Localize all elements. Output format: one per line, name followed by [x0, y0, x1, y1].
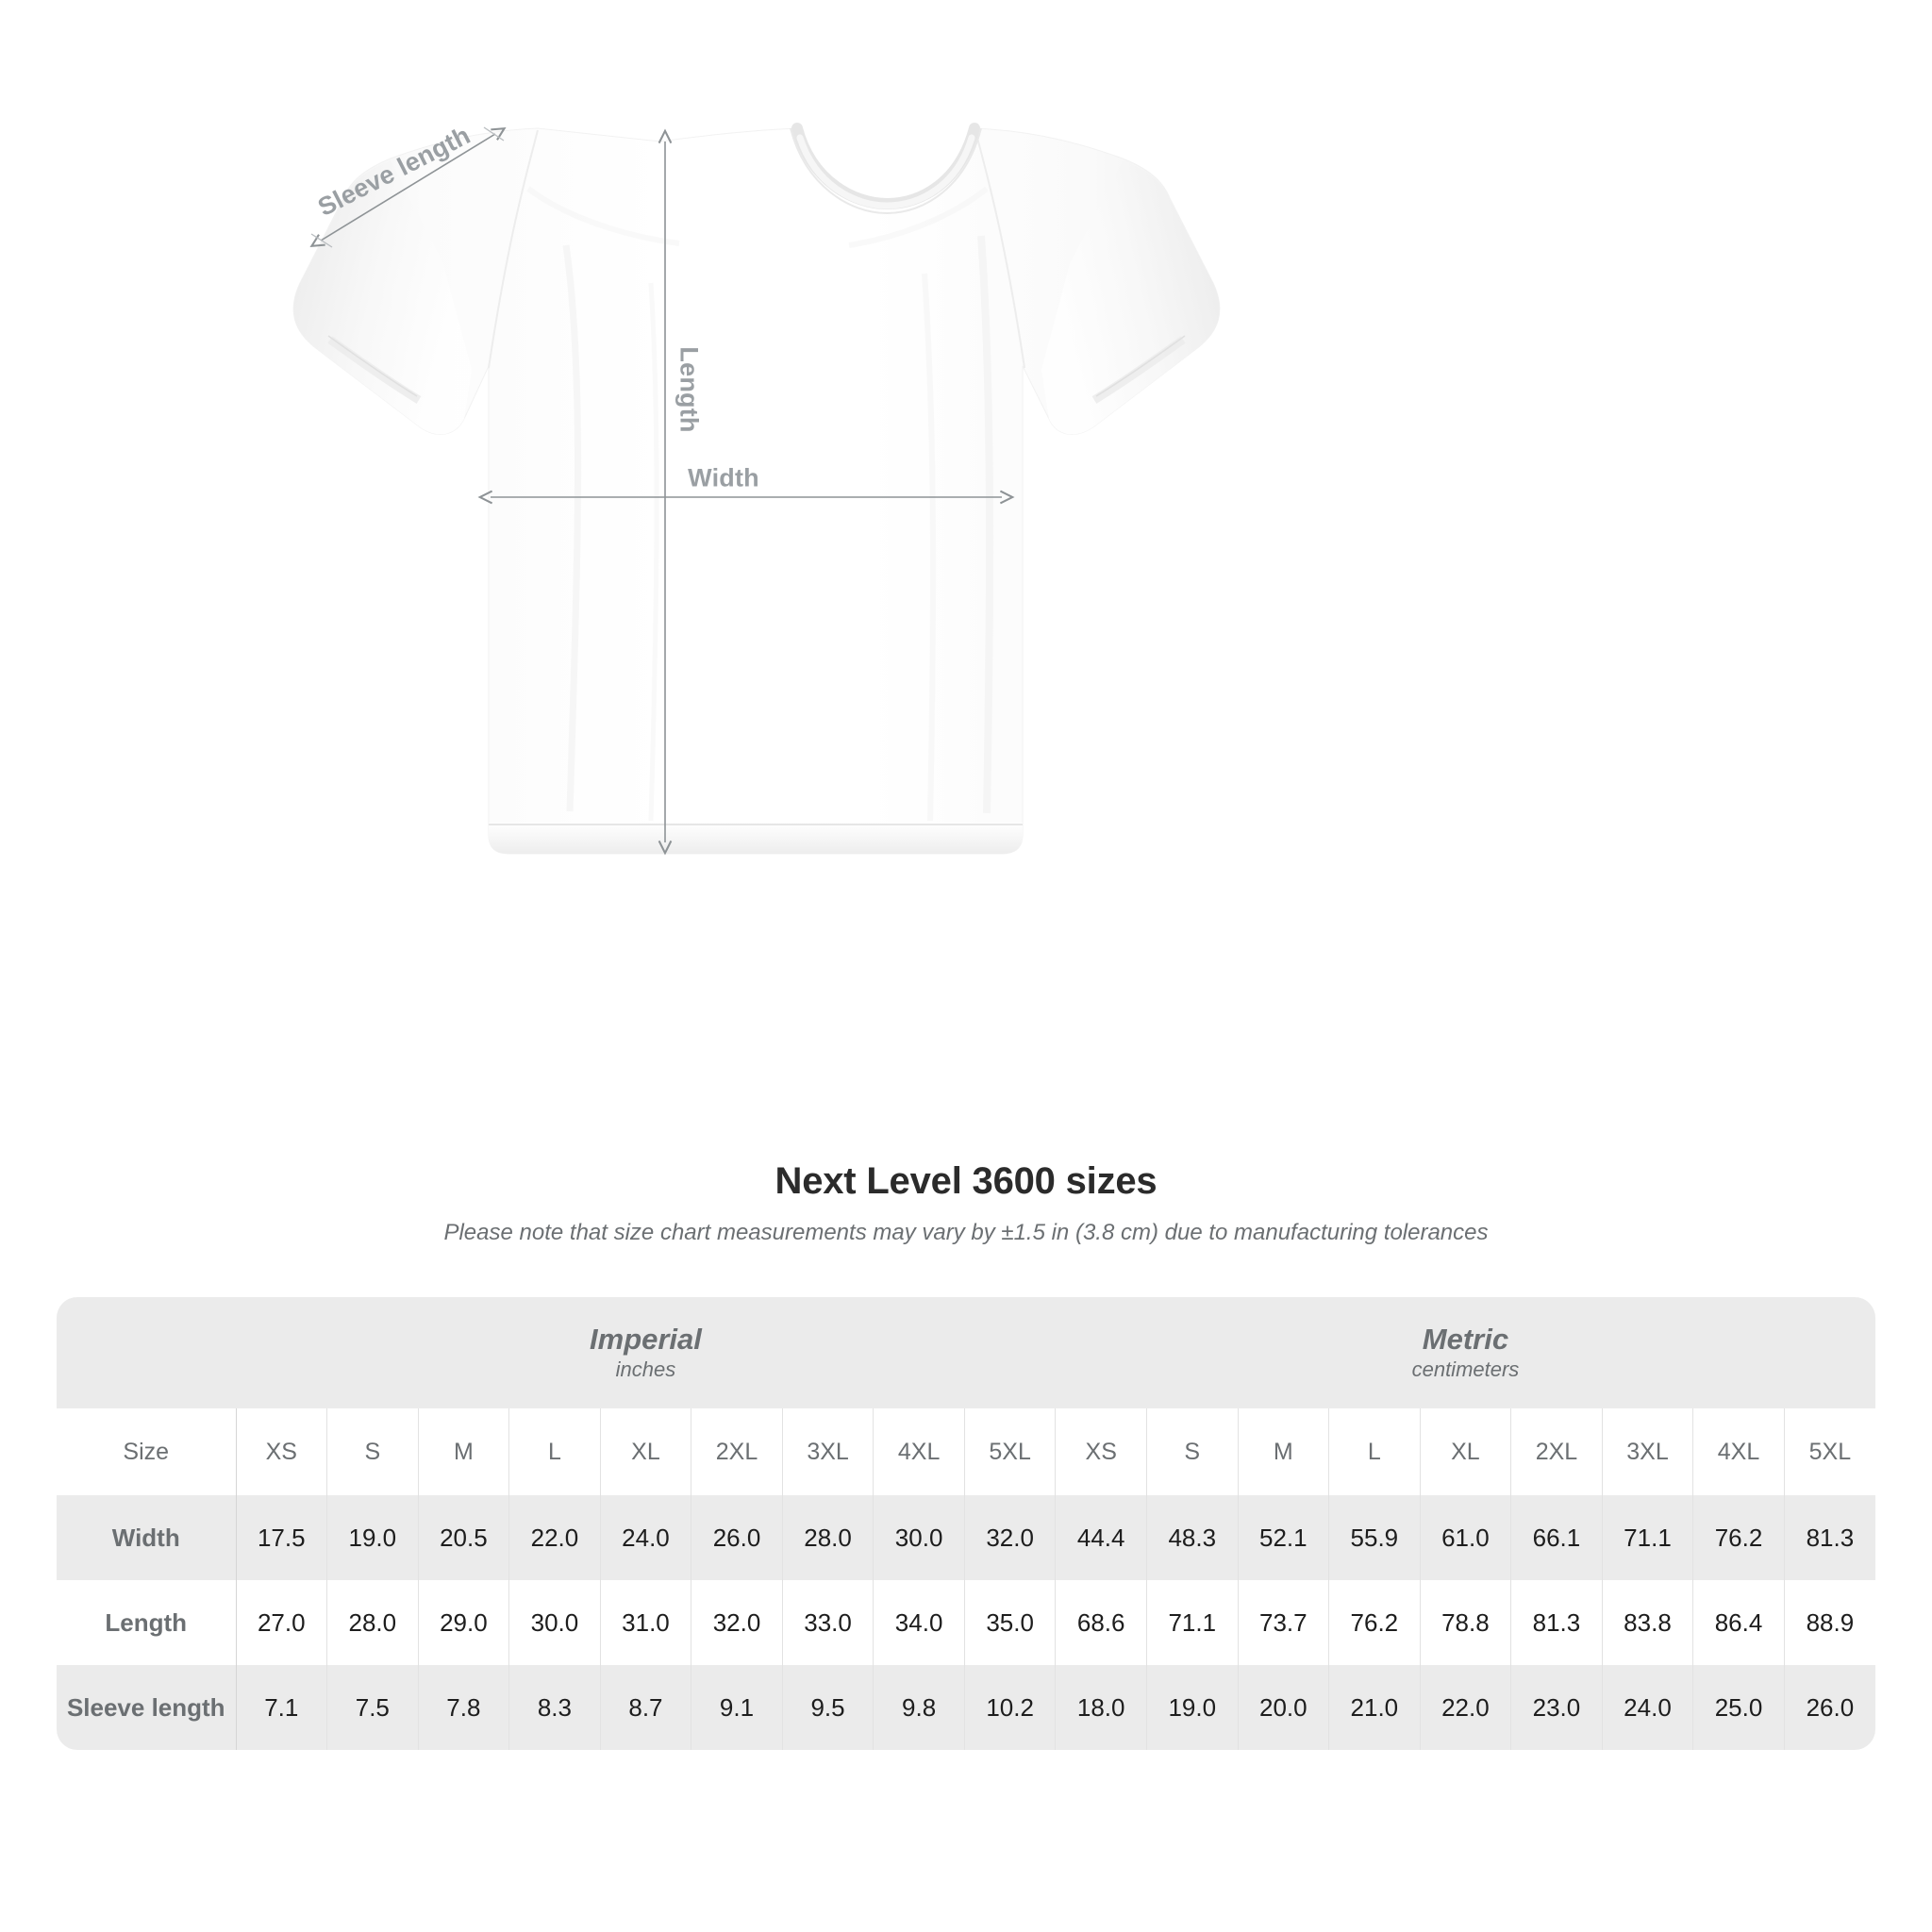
cell-width-metric-s: 48.3: [1146, 1495, 1239, 1580]
cell-width-metric-2xl: 66.1: [1510, 1495, 1603, 1580]
cell-sleeve-metric-5xl: 26.0: [1784, 1665, 1875, 1750]
cell-length-metric-l: 76.2: [1328, 1580, 1421, 1665]
measurement-guides: [309, 126, 1015, 856]
cell-length-metric-4xl: 86.4: [1692, 1580, 1785, 1665]
cell-width-metric-l: 55.9: [1328, 1495, 1421, 1580]
cell-width-imperial-s: 19.0: [326, 1495, 419, 1580]
size-header-imperial-xl: XL: [600, 1408, 692, 1495]
size-header-metric-xl: XL: [1420, 1408, 1512, 1495]
size-header-label: Size: [57, 1408, 237, 1495]
cell-width-metric-3xl: 71.1: [1602, 1495, 1694, 1580]
unit-banner-row: Imperial inches Metric centimeters: [57, 1297, 1875, 1408]
size-header-imperial-3xl: 3XL: [782, 1408, 874, 1495]
unit-group-imperial-sub: inches: [615, 1357, 676, 1381]
unit-group-metric: Metric centimeters: [1055, 1297, 1875, 1408]
cell-width-imperial-l: 22.0: [508, 1495, 601, 1580]
cell-length-imperial-4xl: 34.0: [873, 1580, 965, 1665]
cell-length-imperial-3xl: 33.0: [782, 1580, 874, 1665]
cell-width-metric-xl: 61.0: [1420, 1495, 1512, 1580]
cell-width-imperial-m: 20.5: [418, 1495, 510, 1580]
tshirt-diagram: Sleeve length Length Width: [292, 121, 1221, 856]
cell-length-metric-xl: 78.8: [1420, 1580, 1512, 1665]
unit-group-metric-name: Metric: [1422, 1322, 1509, 1356]
cell-length-metric-3xl: 83.8: [1602, 1580, 1694, 1665]
cell-width-metric-xs: 44.4: [1055, 1495, 1147, 1580]
row-label-width: Width: [57, 1495, 237, 1580]
size-chart-table-container: Imperial inches Metric centimeters Size …: [57, 1297, 1875, 1750]
cell-sleeve-metric-3xl: 24.0: [1602, 1665, 1694, 1750]
cell-length-imperial-m: 29.0: [418, 1580, 510, 1665]
length-label: Length: [675, 346, 704, 433]
width-label: Width: [688, 463, 759, 492]
size-header-metric-2xl: 2XL: [1510, 1408, 1603, 1495]
size-chart-table: Imperial inches Metric centimeters Size …: [57, 1297, 1875, 1750]
size-header-metric-3xl: 3XL: [1602, 1408, 1694, 1495]
row-label-sleeve-length: Sleeve length: [57, 1665, 237, 1750]
sleeve-length-arrow: [309, 126, 507, 248]
cell-sleeve-imperial-4xl: 9.8: [873, 1665, 965, 1750]
cell-sleeve-metric-l: 21.0: [1328, 1665, 1421, 1750]
cell-sleeve-metric-xs: 18.0: [1055, 1665, 1147, 1750]
cell-length-imperial-s: 28.0: [326, 1580, 419, 1665]
cell-width-imperial-xs: 17.5: [236, 1495, 328, 1580]
size-header-row: Size XS S M L XL 2XL 3XL 4XL 5XL XS S M …: [57, 1408, 1875, 1495]
unit-group-imperial: Imperial inches: [236, 1297, 1056, 1408]
cell-sleeve-metric-s: 19.0: [1146, 1665, 1239, 1750]
table-row-length: Length 27.0 28.0 29.0 30.0 31.0 32.0 33.…: [57, 1580, 1875, 1665]
size-header-metric-m: M: [1238, 1408, 1330, 1495]
size-header-metric-4xl: 4XL: [1692, 1408, 1785, 1495]
size-header-imperial-2xl: 2XL: [691, 1408, 783, 1495]
cell-length-metric-s: 71.1: [1146, 1580, 1239, 1665]
cell-sleeve-metric-2xl: 23.0: [1510, 1665, 1603, 1750]
cell-sleeve-imperial-2xl: 9.1: [691, 1665, 783, 1750]
size-header-imperial-xs: XS: [236, 1408, 328, 1495]
cell-width-imperial-2xl: 26.0: [691, 1495, 783, 1580]
cell-sleeve-metric-m: 20.0: [1238, 1665, 1330, 1750]
cell-length-metric-2xl: 81.3: [1510, 1580, 1603, 1665]
cell-sleeve-imperial-l: 8.3: [508, 1665, 601, 1750]
size-header-imperial-5xl: 5XL: [964, 1408, 1057, 1495]
cell-length-metric-xs: 68.6: [1055, 1580, 1147, 1665]
cell-length-imperial-l: 30.0: [508, 1580, 601, 1665]
banner-spacer-cell: [57, 1297, 236, 1408]
cell-sleeve-imperial-3xl: 9.5: [782, 1665, 874, 1750]
cell-sleeve-imperial-s: 7.5: [326, 1665, 419, 1750]
cell-length-imperial-xl: 31.0: [600, 1580, 692, 1665]
size-header-imperial-l: L: [508, 1408, 601, 1495]
size-header-imperial-s: S: [326, 1408, 419, 1495]
size-header-imperial-m: M: [418, 1408, 510, 1495]
size-header-metric-l: L: [1328, 1408, 1421, 1495]
unit-group-imperial-name: Imperial: [590, 1322, 702, 1356]
tolerance-note: Please note that size chart measurements…: [443, 1220, 1489, 1245]
table-row-sleeve-length: Sleeve length 7.1 7.5 7.8 8.3 8.7 9.1 9.…: [57, 1665, 1875, 1750]
cell-width-imperial-5xl: 32.0: [964, 1495, 1057, 1580]
table-row-width: Width 17.5 19.0 20.5 22.0 24.0 26.0 28.0…: [57, 1495, 1875, 1580]
unit-group-metric-sub: centimeters: [1411, 1357, 1520, 1381]
cell-width-metric-m: 52.1: [1238, 1495, 1330, 1580]
cell-width-metric-4xl: 76.2: [1692, 1495, 1785, 1580]
cell-width-imperial-xl: 24.0: [600, 1495, 692, 1580]
page-title: Next Level 3600 sizes: [774, 1160, 1158, 1202]
cell-length-metric-5xl: 88.9: [1784, 1580, 1875, 1665]
tshirt-illustration: [292, 123, 1221, 856]
row-label-length: Length: [57, 1580, 237, 1665]
size-header-metric-5xl: 5XL: [1784, 1408, 1875, 1495]
cell-width-metric-5xl: 81.3: [1784, 1495, 1875, 1580]
title-block: Next Level 3600 sizes Please note that s…: [0, 1160, 1932, 1246]
cell-sleeve-imperial-xl: 8.7: [600, 1665, 692, 1750]
cell-sleeve-imperial-m: 7.8: [418, 1665, 510, 1750]
cell-sleeve-metric-4xl: 25.0: [1692, 1665, 1785, 1750]
size-header-imperial-4xl: 4XL: [873, 1408, 965, 1495]
size-header-metric-xs: XS: [1055, 1408, 1147, 1495]
cell-sleeve-metric-xl: 22.0: [1420, 1665, 1512, 1750]
cell-length-imperial-2xl: 32.0: [691, 1580, 783, 1665]
cell-sleeve-imperial-xs: 7.1: [236, 1665, 328, 1750]
cell-sleeve-imperial-5xl: 10.2: [964, 1665, 1057, 1750]
cell-length-imperial-xs: 27.0: [236, 1580, 328, 1665]
size-header-metric-s: S: [1146, 1408, 1239, 1495]
cell-width-imperial-4xl: 30.0: [873, 1495, 965, 1580]
cell-width-imperial-3xl: 28.0: [782, 1495, 874, 1580]
cell-length-imperial-5xl: 35.0: [964, 1580, 1057, 1665]
cell-length-metric-m: 73.7: [1238, 1580, 1330, 1665]
